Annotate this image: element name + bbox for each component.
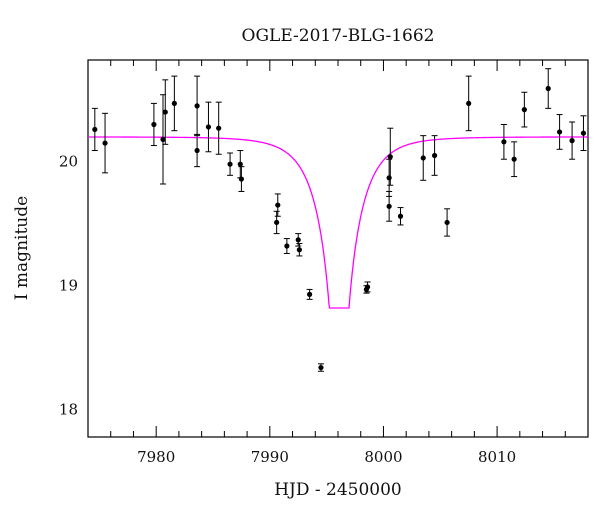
data-point: [580, 115, 587, 152]
data-point: [317, 363, 324, 372]
data-point: [215, 101, 222, 155]
data-point: [283, 238, 290, 254]
data-marker: [238, 176, 245, 182]
data-marker: [511, 156, 517, 162]
y-tick-label: 18: [59, 401, 78, 419]
data-point: [431, 135, 438, 176]
x-tick-label: 7990: [251, 448, 289, 466]
data-point: [194, 133, 201, 168]
x-tick-label: 8000: [364, 448, 402, 466]
data-point: [296, 243, 303, 257]
data-point: [273, 210, 280, 235]
data-marker: [444, 219, 450, 226]
data-marker: [545, 85, 551, 92]
data-point: [194, 75, 201, 137]
data-marker: [387, 154, 393, 160]
axis-ticks: [87, 60, 589, 437]
data-point: [500, 123, 507, 160]
data-point: [91, 107, 98, 152]
y-tick-label: 20: [59, 153, 78, 171]
x-tick-label: 8010: [478, 448, 516, 466]
tick-labels: 7980 7990 8000 8010 18 19 20: [59, 153, 516, 466]
data-point: [387, 127, 394, 186]
chart-title: OGLE-2017-BLG-1662: [242, 26, 435, 46]
data-marker: [92, 126, 98, 133]
data-marker: [556, 129, 563, 135]
data-point: [364, 281, 371, 293]
data-points: [91, 68, 587, 372]
data-marker: [386, 203, 392, 209]
data-point: [227, 152, 234, 176]
data-marker: [466, 100, 472, 107]
data-marker: [160, 136, 166, 142]
data-point: [237, 150, 244, 179]
data-marker: [227, 161, 233, 167]
data-marker: [102, 140, 108, 146]
data-point: [150, 102, 157, 147]
data-point: [295, 233, 302, 247]
data-point: [205, 101, 212, 153]
data-marker: [274, 219, 280, 226]
data-point: [545, 68, 552, 109]
data-point: [511, 141, 518, 178]
data-marker: [296, 247, 302, 253]
data-marker: [364, 284, 371, 290]
data-point: [274, 193, 281, 217]
data-marker: [501, 139, 507, 145]
data-marker: [151, 121, 157, 128]
data-point: [569, 121, 576, 160]
data-marker: [521, 107, 527, 113]
data-point: [238, 166, 245, 192]
data-point: [444, 208, 451, 237]
data-point: [420, 135, 427, 181]
data-point: [465, 75, 472, 132]
data-marker: [318, 364, 324, 371]
data-marker: [216, 125, 222, 131]
data-point: [171, 75, 178, 132]
y-axis-label: I magnitude: [12, 196, 32, 300]
data-point: [397, 207, 404, 226]
data-marker: [237, 161, 243, 167]
data-point: [556, 114, 563, 150]
data-point: [306, 288, 313, 300]
data-marker: [162, 109, 168, 115]
data-marker: [194, 147, 200, 154]
data-marker: [420, 155, 426, 161]
data-marker: [569, 138, 575, 144]
model-curve: [88, 136, 588, 309]
data-marker: [295, 237, 301, 243]
data-marker: [194, 103, 200, 109]
data-point: [521, 91, 528, 128]
data-marker: [397, 213, 404, 219]
data-point: [386, 158, 393, 197]
x-tick-label: 7980: [137, 448, 175, 466]
data-marker: [306, 291, 313, 297]
data-marker: [171, 100, 177, 107]
data-marker: [580, 130, 587, 136]
data-marker: [275, 202, 281, 208]
y-tick-label: 19: [59, 277, 78, 295]
data-marker: [284, 243, 290, 249]
x-axis-label: HJD - 2450000: [274, 480, 402, 500]
data-point: [102, 112, 109, 174]
data-point: [162, 79, 169, 145]
data-marker: [205, 124, 212, 130]
data-marker: [386, 175, 392, 181]
data-marker: [431, 152, 438, 159]
